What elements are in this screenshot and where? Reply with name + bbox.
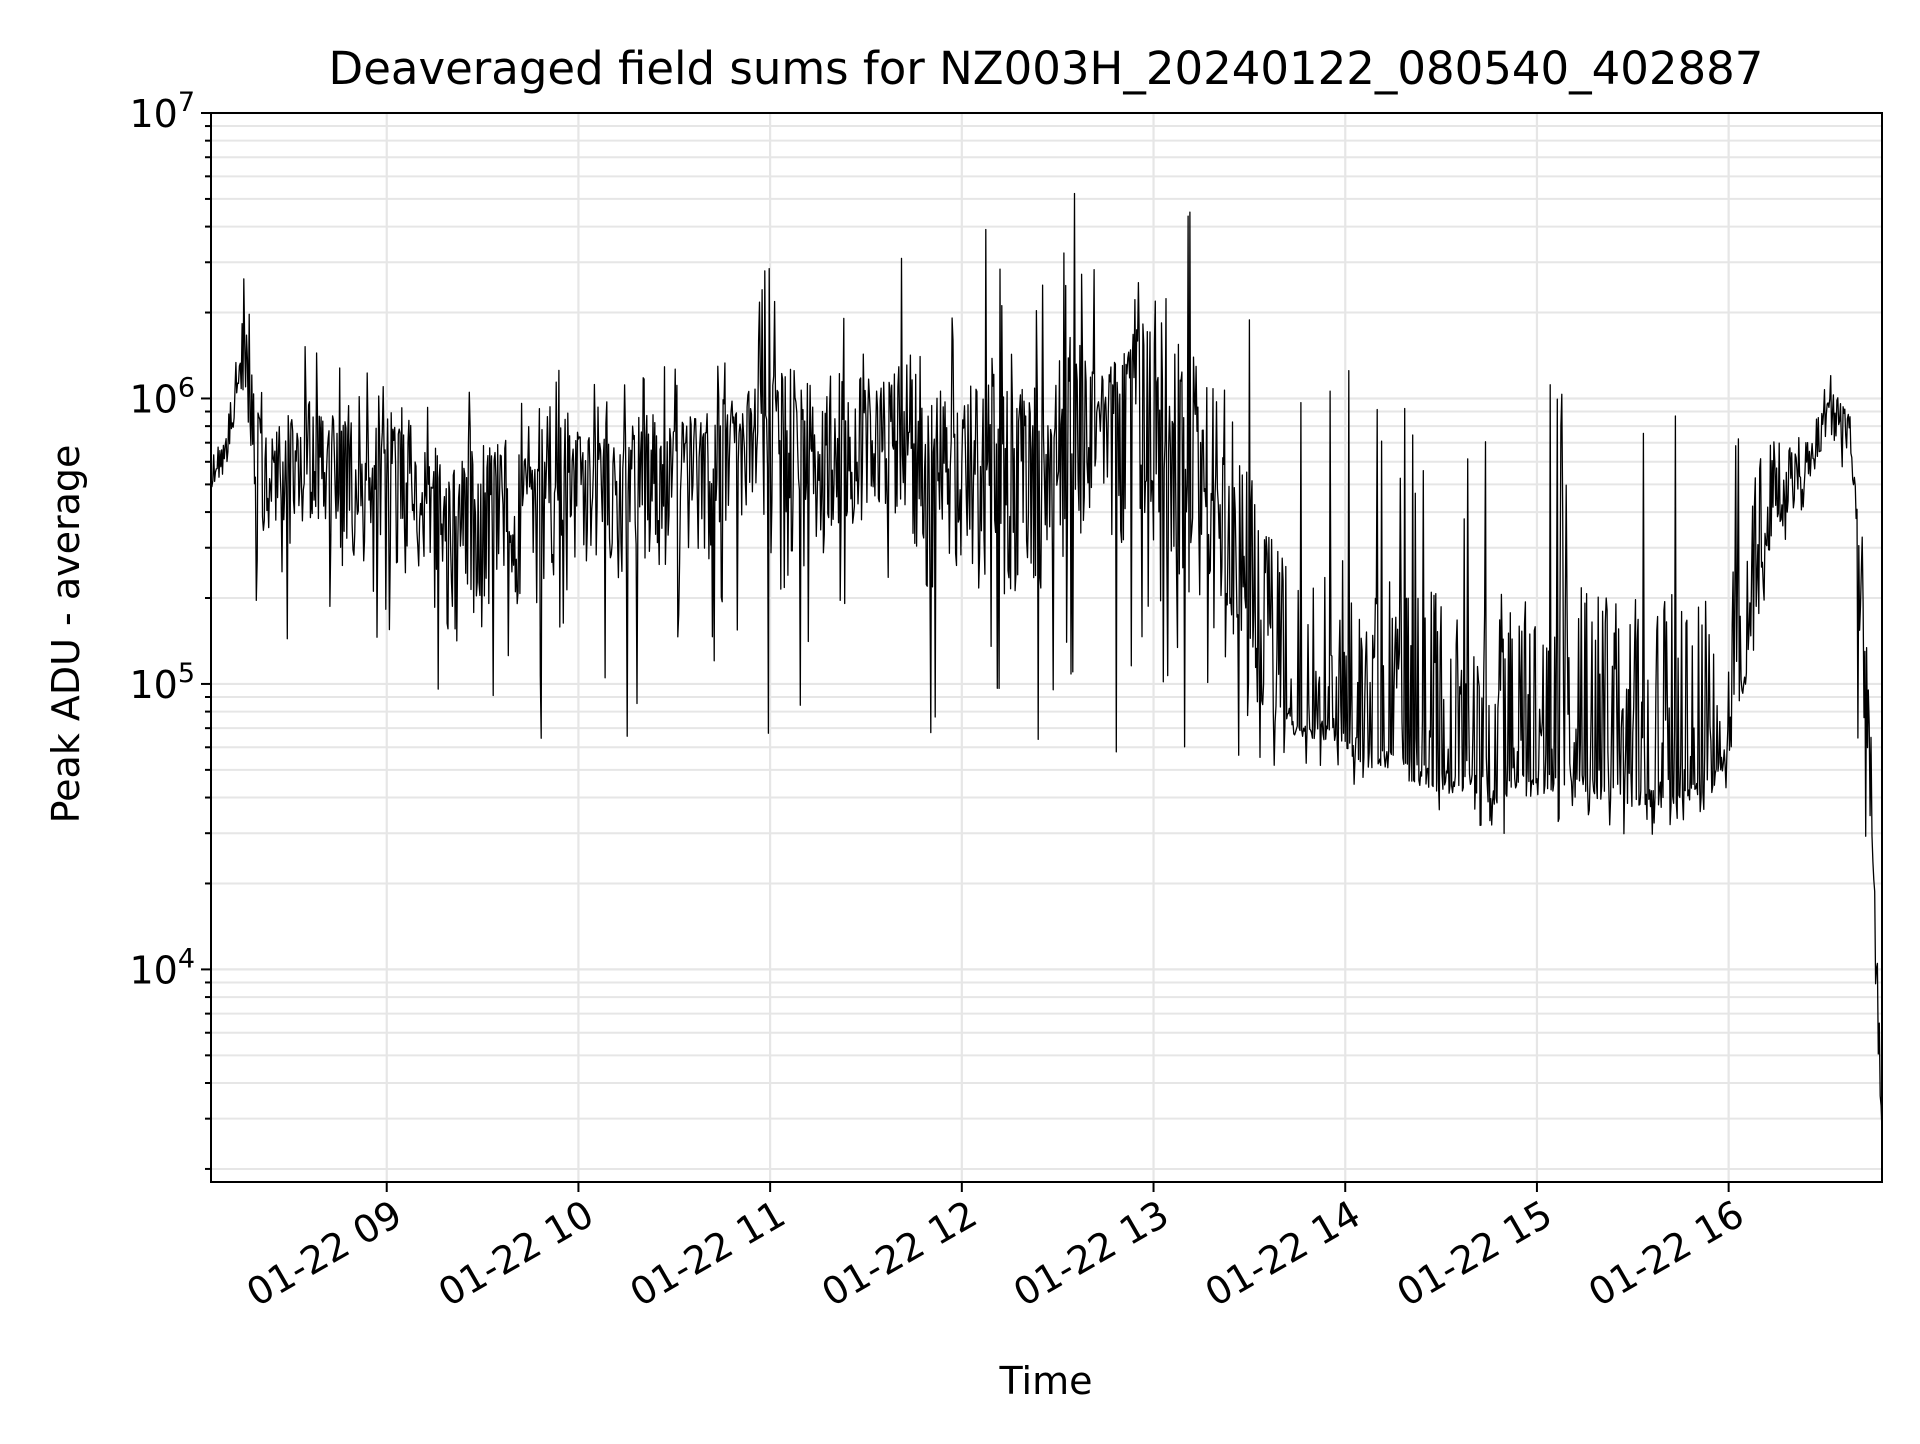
chart-title: Deaveraged field sums for NZ003H_2024012… [329, 42, 1764, 95]
y-axis-label: Peak ADU - average [44, 445, 88, 824]
y-tick-label: 106 [129, 372, 195, 421]
plot-frame [210, 112, 1883, 1183]
y-tick-label: 105 [129, 658, 195, 707]
x-axis-label: Time [999, 1359, 1093, 1403]
plot-series [210, 192, 1883, 1132]
y-tick-label: 107 [129, 87, 195, 136]
series-line [210, 192, 1883, 1132]
y-tick-label: 104 [129, 943, 195, 992]
